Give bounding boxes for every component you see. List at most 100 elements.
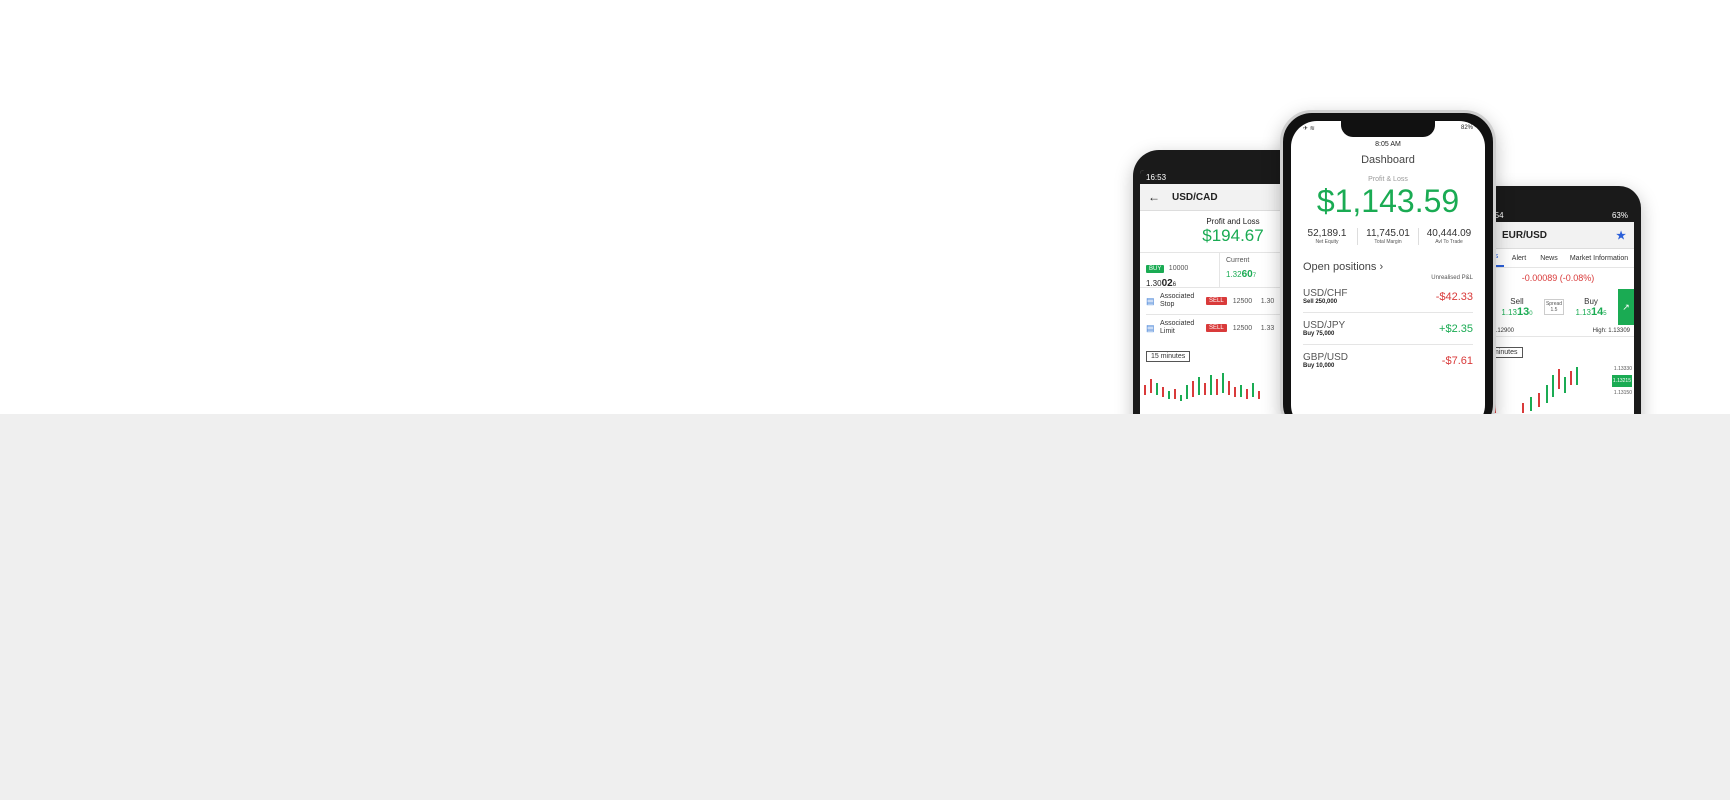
phone-notch xyxy=(1341,121,1435,137)
app-bar: EUR/USD ★ xyxy=(1482,222,1634,249)
chart-candle xyxy=(1538,393,1540,407)
chart-candle xyxy=(1180,395,1182,401)
open-price: 1.30026 xyxy=(1146,278,1177,289)
current-label: Current xyxy=(1226,257,1250,264)
spread-box: Spread 1.5 xyxy=(1543,299,1565,315)
chart-candle xyxy=(1192,381,1194,397)
chart-candle xyxy=(1228,381,1230,395)
status-time: 16:53 xyxy=(1146,172,1167,182)
tab-alert[interactable]: Alert xyxy=(1511,254,1527,262)
pl-label: Profit & Loss xyxy=(1368,176,1408,183)
limit-qty: 12500 xyxy=(1232,324,1253,332)
dashboard-screen: ✈ ≋ 82% 8:05 AM Dashboard Profit & Loss … xyxy=(1291,121,1485,431)
unrealised-label: Unrealised P&L xyxy=(1431,275,1473,281)
sell-price: 1.13130 xyxy=(1501,305,1533,318)
buy-price: 1.13145 xyxy=(1575,305,1607,318)
buy-arrow-icon[interactable]: ↗ xyxy=(1618,289,1634,325)
chart-candle xyxy=(1240,385,1242,397)
pl-section: Profit and Loss $194.67 xyxy=(1140,211,1326,246)
battery-level: 63% xyxy=(1611,210,1628,220)
price-axis: 1.13330 1.13215 1.13150 xyxy=(1611,363,1632,399)
axis-label: 1.13215 xyxy=(1611,375,1632,387)
chart-candle xyxy=(1162,387,1164,397)
pl-label: Profit and Loss xyxy=(1206,217,1260,226)
stop-price: 1.30 xyxy=(1260,297,1275,305)
instrument-title: USD/CAD xyxy=(1172,191,1218,203)
open-positions-link[interactable]: Open positions › xyxy=(1303,261,1384,273)
tab-market-information[interactable]: Market Information xyxy=(1569,254,1629,262)
positions-list: USD/CHF Sell 250,000 -$42.33 USD/JPY Buy 7… xyxy=(1291,281,1485,376)
buy-qty: 10000 xyxy=(1168,265,1189,272)
position-row[interactable]: USD/JPY Buy 75,000 +$2.35 xyxy=(1303,313,1473,345)
stop-qty: 12500 xyxy=(1232,297,1253,305)
chart-candle xyxy=(1150,379,1152,393)
chart-candle xyxy=(1216,379,1218,395)
buy-price-cell[interactable]: Buy 1.13145 xyxy=(1564,297,1618,318)
chart-candle xyxy=(1564,377,1566,393)
chart-candle xyxy=(1222,373,1224,393)
chart-candle xyxy=(1204,383,1206,395)
pl-value: $194.67 xyxy=(1202,226,1264,245)
position-row[interactable]: GBP/USD Buy 10,000 -$7.61 xyxy=(1303,352,1473,369)
chart-candle xyxy=(1168,391,1170,399)
interval-row: 15 minutes xyxy=(1140,341,1326,367)
chart-candle xyxy=(1144,385,1146,395)
chart-candle xyxy=(1530,397,1532,411)
battery-level: 82% xyxy=(1460,125,1473,131)
star-icon[interactable]: ★ xyxy=(1616,229,1626,242)
status-bar: ✈ ≋ 82% xyxy=(1291,121,1485,132)
chart-candle xyxy=(1234,387,1236,397)
position-row[interactable]: USD/CHF Sell 250,000 -$42.33 xyxy=(1303,281,1473,313)
clipboard-icon: ▤ xyxy=(1146,322,1155,333)
chart-candle xyxy=(1576,367,1578,385)
phone-dashboard: ✈ ≋ 82% 8:05 AM Dashboard Profit & Loss … xyxy=(1280,110,1496,436)
chart-candle xyxy=(1156,383,1158,395)
divider xyxy=(1146,314,1320,315)
limit-label: Associated Limit xyxy=(1160,320,1195,335)
candlestick-chart xyxy=(1140,367,1326,407)
chart-candle xyxy=(1252,383,1254,397)
chart-candle xyxy=(1546,385,1548,403)
high-value: High: 1.13309 xyxy=(1592,328,1630,334)
low-value: v: 1.12900 xyxy=(1486,328,1515,334)
chart-candle xyxy=(1522,403,1524,413)
open-position-cell: BUY 10000 1.30026 xyxy=(1140,253,1220,289)
chart-candle xyxy=(1246,389,1248,399)
associated-limit-row[interactable]: ▤ Associated Limit SELL 12500 1.33 xyxy=(1140,315,1326,341)
back-arrow-icon[interactable]: ← xyxy=(1148,190,1160,204)
current-price: 1.32607 xyxy=(1226,269,1257,280)
chart-candle xyxy=(1186,385,1188,399)
clipboard-icon: ▤ xyxy=(1146,295,1155,306)
status-time: 8:05 AM xyxy=(1375,141,1401,148)
tab-news[interactable]: News xyxy=(1540,254,1558,262)
sell-tag: SELL xyxy=(1206,324,1227,332)
buy-tag: BUY xyxy=(1146,265,1165,273)
status-bar: 5:54 63% xyxy=(1482,208,1634,222)
sell-price-cell[interactable]: Sell 1.13130 xyxy=(1490,297,1544,318)
page-title: Dashboard xyxy=(1361,154,1415,166)
interval-selector[interactable]: 15 minutes xyxy=(1146,351,1191,362)
axis-label: 1.13330 xyxy=(1613,366,1632,372)
associated-stop-row[interactable]: ▤ Associated Stop SELL 12500 1.30 xyxy=(1140,288,1326,314)
bottom-background-band xyxy=(0,414,1730,800)
instrument-title: EUR/USD xyxy=(1502,229,1548,241)
axis-label: 1.13150 xyxy=(1613,390,1632,396)
pl-value: $1,143.59 xyxy=(1316,183,1460,219)
range-row: v: 1.12900 High: 1.13309 xyxy=(1482,326,1634,337)
chart-candle xyxy=(1174,389,1176,399)
chart-candle xyxy=(1210,375,1212,395)
stat-available-to-trade: 40,444.09 Avl To Trade xyxy=(1426,228,1472,245)
tab-bar: ails Alert News Market Information xyxy=(1482,249,1634,268)
airplane-wifi-icon: ✈ ≋ xyxy=(1303,126,1315,132)
interval-row: minutes xyxy=(1482,337,1634,363)
chevron-right-icon: › xyxy=(1379,261,1384,273)
account-stats: 52,189.1 Net Equity 11,745.01 Total Marg… xyxy=(1291,228,1485,245)
buy-label: Buy xyxy=(1584,296,1598,306)
sell-label: Sell xyxy=(1510,296,1524,306)
stat-total-margin: 11,745.01 Total Margin xyxy=(1358,228,1419,245)
stat-net-equity: 52,189.1 Net Equity xyxy=(1297,228,1358,245)
chart-candle xyxy=(1198,377,1200,395)
sell-tag: SELL xyxy=(1206,297,1227,305)
chart-candle xyxy=(1258,391,1260,399)
stop-label: Associated Stop xyxy=(1160,293,1195,308)
